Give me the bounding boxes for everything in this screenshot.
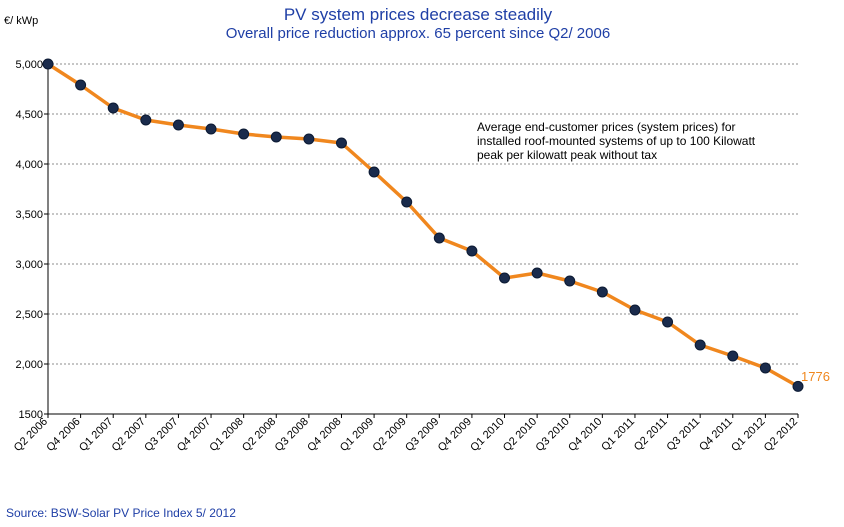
x-tick-label: Q3 2011 (665, 416, 703, 454)
data-point (303, 133, 315, 145)
data-point (368, 166, 380, 178)
x-tick-label: Q3 2009 (403, 416, 441, 454)
x-tick-label: Q4 2006 (44, 416, 82, 454)
y-tick-label: 5,000 (15, 59, 43, 71)
y-tick-label: 4,500 (15, 109, 43, 121)
x-tick-label: Q1 2011 (599, 416, 637, 454)
x-tick-label: Q4 2011 (697, 416, 735, 454)
data-point (140, 114, 152, 126)
x-tick-label: Q2 2011 (632, 416, 670, 454)
data-point (205, 123, 217, 135)
series-layer (42, 58, 804, 392)
x-tick-label: Q4 2008 (305, 416, 343, 454)
x-tick-label: Q2 2006 (12, 416, 50, 454)
data-point (172, 119, 184, 131)
label-layer: 1500 2,000 2,500 3,000 3,500 4,000 4,500 5,000 Q… (12, 59, 800, 454)
x-tick-label: Q3 2010 (534, 416, 572, 454)
x-tick-label: Q2 2009 (370, 416, 408, 454)
annotation-line-2: installed roof-mounted systems of up to … (477, 134, 756, 148)
x-tick-label: Q4 2010 (566, 416, 604, 454)
data-point (564, 275, 576, 287)
data-point (662, 316, 674, 328)
y-tick-label: 2,500 (15, 309, 43, 321)
source-note: Source: BSW-Solar PV Price Index 5/ 2012 (6, 506, 236, 520)
x-tick-label: Q1 2009 (338, 416, 376, 454)
grid-layer (48, 63, 798, 365)
data-point (75, 79, 87, 91)
x-tick-label: Q4 2009 (436, 416, 474, 454)
y-axis-label: €/ kWp (4, 15, 38, 27)
x-tick-label: Q2 2010 (501, 416, 539, 454)
x-tick-label: Q2 2007 (110, 416, 148, 454)
x-tick-label: Q1 2008 (207, 416, 245, 454)
data-point (238, 128, 250, 140)
chart-title: PV system prices decrease steadily (284, 5, 553, 24)
annotation: Average end-customer prices (system pric… (477, 120, 756, 162)
x-tick-label: Q4 2007 (175, 416, 213, 454)
annotation-line-1: Average end-customer prices (system pric… (477, 120, 736, 134)
data-point (107, 102, 119, 114)
x-tick-label: Q1 2010 (468, 416, 506, 454)
x-tick-label: Q2 2008 (240, 416, 278, 454)
data-point (270, 131, 282, 143)
data-point (792, 380, 804, 392)
chart-subtitle: Overall price reduction approx. 65 perce… (226, 25, 610, 42)
x-tick-label: Q1 2012 (729, 416, 767, 454)
y-tick-label: 3,500 (15, 209, 43, 221)
x-tick-label: Q3 2007 (142, 416, 180, 454)
axis-layer (44, 63, 799, 418)
annotation-line-3: peak per kilowatt peak without tax (477, 148, 657, 162)
x-tick-label: Q1 2007 (77, 416, 115, 454)
y-tick-label: 3,000 (15, 259, 43, 271)
data-point (759, 362, 771, 374)
x-tick-label: Q2 2012 (762, 416, 800, 454)
series-line (47, 62, 799, 388)
data-point (433, 232, 445, 244)
data-point (694, 339, 706, 351)
y-tick-label: 1500 (19, 409, 43, 421)
data-point (531, 267, 543, 279)
data-point (499, 272, 511, 284)
y-tick-label: 4,000 (15, 159, 43, 171)
data-point (466, 245, 478, 257)
last-point-label: 1776 (801, 369, 830, 384)
data-point (629, 304, 641, 316)
data-point (596, 286, 608, 298)
data-point (727, 350, 739, 362)
x-tick-label: Q3 2008 (273, 416, 311, 454)
y-tick-label: 2,000 (15, 359, 43, 371)
data-point (335, 137, 347, 149)
data-point (42, 58, 54, 70)
data-point (401, 196, 413, 208)
